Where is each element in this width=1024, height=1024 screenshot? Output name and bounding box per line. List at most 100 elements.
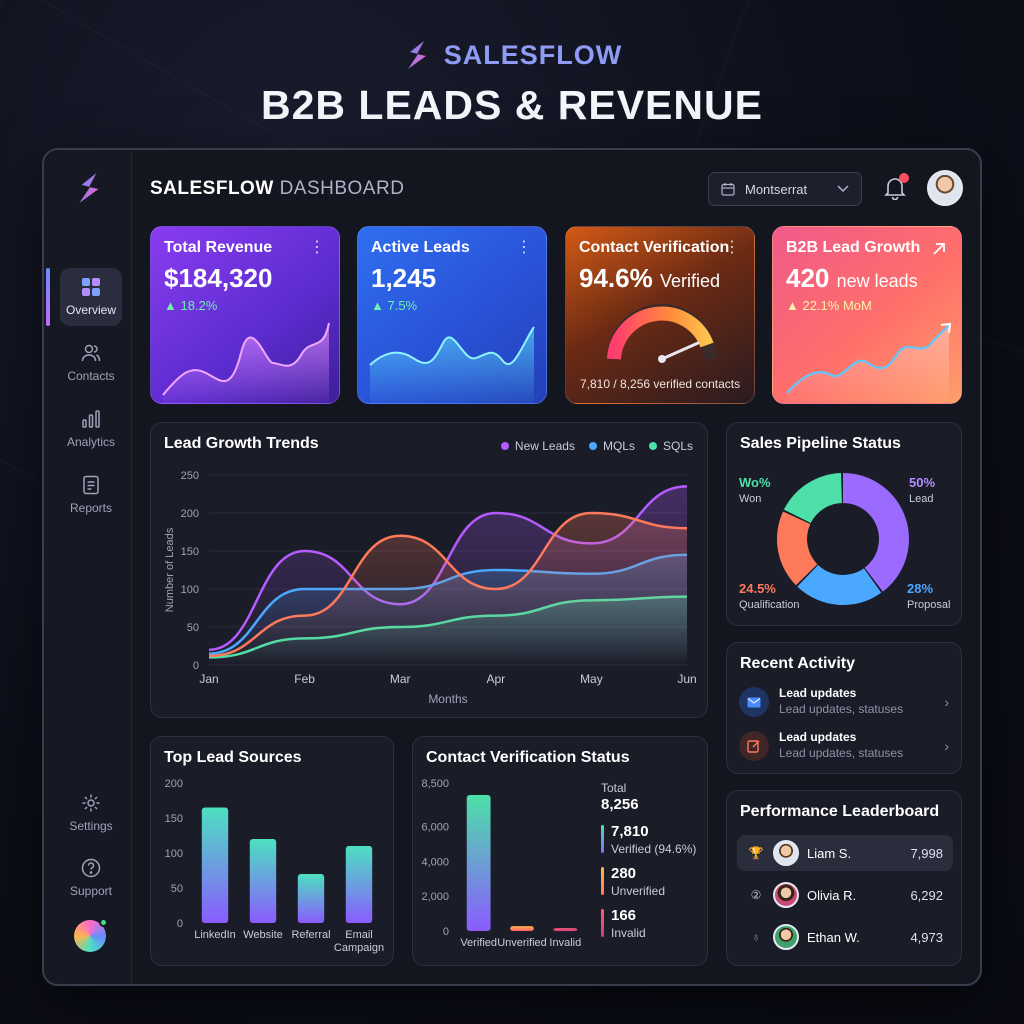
donut-slice — [843, 473, 909, 592]
bar — [510, 926, 534, 931]
sidebar-item-label: Contacts — [67, 369, 115, 383]
leaderboard-row[interactable]: 🏆 Liam S. 7,998 — [737, 835, 953, 871]
chevron-down-icon — [837, 185, 849, 193]
online-status-dot — [99, 918, 108, 927]
sidebar-item-overview[interactable]: Overview — [60, 268, 122, 326]
legend-item-new-leads[interactable]: New Leads — [500, 439, 575, 453]
sidebar-item-label: Overview — [65, 303, 116, 317]
activity-item[interactable]: Lead updates Lead updates, statuses › — [739, 683, 949, 721]
panel-title: Recent Activity — [740, 655, 855, 672]
sidebar-item-label: Analytics — [66, 435, 116, 449]
verification-stat-invalid: 166 Invalid — [601, 907, 646, 941]
pipeline-donut-chart — [777, 473, 909, 605]
y-tick-label: 250 — [181, 470, 199, 482]
y-tick-label: 150 — [181, 546, 199, 558]
avatar — [773, 924, 799, 950]
more-options-icon[interactable]: ⋮ — [724, 239, 740, 256]
y-tick-label: 100 — [181, 584, 199, 596]
sidebar-item-support[interactable]: Support — [60, 849, 122, 907]
y-tick-label: 2,000 — [421, 891, 449, 903]
avatar — [773, 840, 799, 866]
bar — [345, 846, 373, 923]
legend-item-sqls[interactable]: SQLs — [648, 439, 693, 453]
kpi-title: Total Revenue — [164, 239, 273, 256]
donut-slice — [783, 473, 842, 524]
leaderboard-row[interactable]: ♁ Ethan W. 4,973 — [737, 919, 953, 955]
y-tick-label: 8,500 — [421, 778, 449, 790]
x-tick-label: Email — [345, 929, 373, 941]
kpi-value: 94.6% Verified — [579, 263, 721, 293]
y-tick-label: 0 — [193, 660, 199, 672]
pipeline-label-lead: 50% Lead — [909, 475, 936, 505]
kpi-title: Contact Verification — [579, 239, 730, 256]
y-tick-label: 0 — [177, 918, 183, 930]
active-nav-indicator — [46, 268, 50, 326]
activity-item[interactable]: Lead updates Lead updates, statuses › — [739, 727, 949, 765]
contact-verification-panel: Contact Verification Status 0 2,000 4,000 6… — [412, 736, 708, 966]
x-tick-label: Verified — [460, 937, 497, 949]
y-tick-label: 200 — [181, 508, 199, 520]
x-tick-label: Referral — [291, 929, 330, 941]
x-tick-label: Apr — [486, 672, 505, 686]
grid-icon — [82, 278, 100, 296]
more-options-icon[interactable]: ⋮ — [516, 239, 532, 256]
more-options-icon[interactable]: ⋮ — [309, 239, 325, 256]
x-tick-label: Website — [243, 929, 283, 941]
sidebar-item-label: Support — [69, 884, 113, 898]
y-tick-label: 150 — [165, 813, 183, 825]
arrow-up-right-icon[interactable] — [931, 241, 947, 257]
growth-sparkline — [786, 322, 952, 403]
verification-footer: 7,810 / 8,256 verified contacts — [580, 377, 741, 391]
profile-avatar[interactable] — [927, 170, 963, 206]
bar — [249, 839, 277, 923]
leads-sparkline — [369, 326, 535, 403]
panel-title: Sales Pipeline Status — [740, 435, 901, 452]
dashboard-title: SALESFLOW DASHBOARD — [150, 178, 404, 200]
font-selector-dropdown[interactable]: Montserrat — [708, 172, 862, 206]
x-tick-label: LinkedIn — [194, 929, 236, 941]
kpi-card-contact-verification[interactable]: Contact Verification ⋮ 94.6% Verified 7,… — [565, 226, 755, 404]
kpi-card-lead-growth[interactable]: B2B Lead Growth 420 new leads ▲ 22.1% Mo… — [772, 226, 962, 404]
x-tick-label: Jun — [677, 672, 696, 686]
legend-item-mqls[interactable]: MQLs — [588, 439, 635, 453]
sales-pipeline-panel: Sales Pipeline Status Wo% Won 50% Lead 24.… — [726, 422, 962, 626]
edit-icon — [739, 731, 769, 761]
y-tick-label: 6,000 — [421, 822, 449, 834]
pipeline-label-qualification: 24.5% Qualification — [739, 581, 800, 611]
sidebar-item-analytics[interactable]: Analytics — [60, 400, 122, 458]
notifications-button[interactable] — [884, 173, 909, 205]
bar — [466, 795, 491, 931]
sidebar-item-reports[interactable]: Reports — [60, 466, 122, 524]
kpi-title: B2B Lead Growth — [786, 239, 921, 256]
leaderboard-row[interactable]: ② Olivia R. 6,292 — [737, 877, 953, 913]
verification-bar-chart: 0 2,000 4,000 6,000 8,500 Verified Unverified I… — [421, 778, 581, 949]
gear-icon — [82, 794, 100, 812]
chart-legend: New Leads MQLs SQLs — [500, 439, 693, 453]
user-avatar-orb[interactable] — [74, 918, 108, 952]
verification-stat-verified: 7,810 Verified (94.6%) — [601, 823, 696, 857]
kpi-card-active-leads[interactable]: Active Leads ⋮ 1,245 ▲ 7.5% — [357, 226, 547, 404]
kpi-card-total-revenue[interactable]: Total Revenue ⋮ $184,320 ▲ 18.2% — [150, 226, 340, 404]
sidebar-item-settings[interactable]: Settings — [60, 784, 122, 842]
bar — [553, 928, 578, 932]
x-tick-label: Mar — [390, 672, 411, 686]
kpi-value: $184,320 — [164, 263, 273, 293]
donut-slice — [797, 564, 882, 605]
chevron-right-icon: › — [944, 694, 949, 710]
dashboard-window: Overview Contacts Analytics Reports Sett… — [42, 148, 982, 986]
kpi-delta: ▲ 7.5% — [371, 298, 418, 313]
brand-header: SALESFLOW — [0, 38, 1024, 72]
verification-gauge — [607, 304, 717, 363]
salesflow-logo-icon — [407, 41, 426, 69]
notification-badge — [899, 173, 909, 183]
lead-sources-bar-chart: 0 50 100 150 200 LinkedIn Website Referral Email… — [165, 778, 384, 954]
sidebar-item-contacts[interactable]: Contacts — [60, 334, 122, 392]
page-headline: B2B LEADS & REVENUE — [261, 82, 763, 128]
kpi-value: 420 new leads — [786, 263, 918, 293]
x-tick-label: Jan — [199, 672, 218, 686]
kpi-delta: ▲ 18.2% — [164, 298, 218, 313]
donut-slice — [777, 511, 818, 586]
calendar-icon — [721, 183, 735, 196]
verification-stat-unverified: 280 Unverified — [601, 865, 665, 899]
pipeline-label-won: Wo% Won — [739, 475, 771, 505]
